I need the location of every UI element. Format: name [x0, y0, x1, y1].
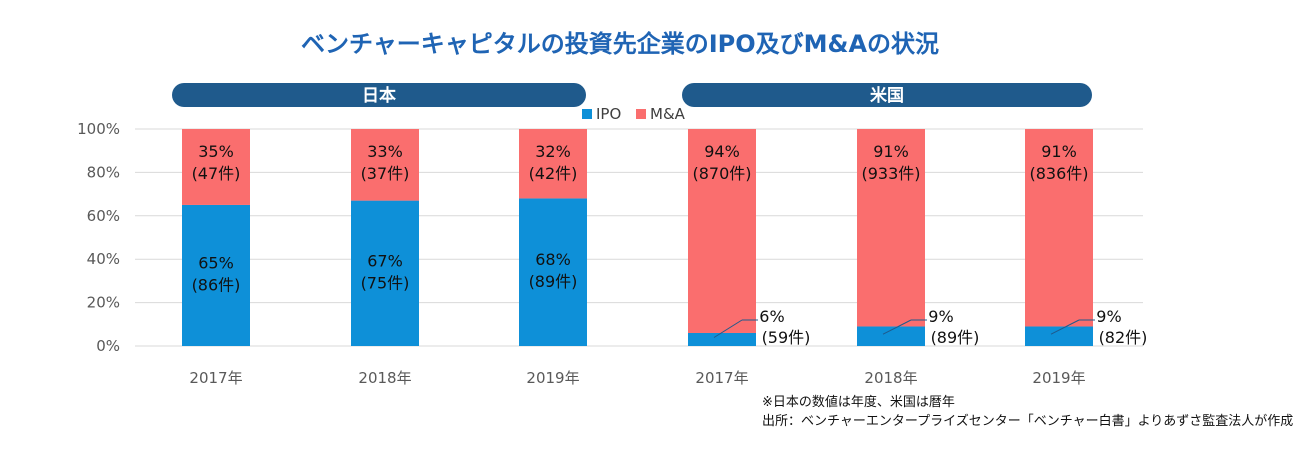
data-label-ma-count: (870件): [692, 164, 751, 183]
data-label-ma-count: (42件): [529, 164, 578, 183]
data-label-ipo-pct: 9%: [928, 307, 953, 326]
data-label-ipo-pct: 65%: [198, 253, 234, 272]
notes: ※日本の数値は年度、米国は暦年 出所：ベンチャーエンタープライズセンター「ベンチ…: [762, 394, 1293, 429]
data-label-ma-count: (836件): [1029, 164, 1088, 183]
data-label-ipo-pct: 6%: [759, 307, 784, 326]
bar-ipo: [688, 332, 756, 346]
x-tick-label: 2019年: [526, 369, 579, 387]
bar-ma: [1025, 129, 1093, 327]
group-label-us: 米国: [870, 85, 904, 106]
data-label-ma-pct: 33%: [367, 142, 403, 161]
data-label-ipo-count: (89件): [931, 328, 980, 347]
bar-ipo: [857, 326, 925, 346]
data-label-ma-pct: 35%: [198, 142, 234, 161]
x-tick-label: 2018年: [358, 369, 411, 387]
callout-leader: [882, 319, 912, 335]
data-label-ma-count: (47件): [192, 164, 241, 183]
note-source: 出所：ベンチャーエンタープライズセンター「ベンチャー白書」よりあずさ監査法人が作…: [762, 413, 1293, 429]
bar-ma: [857, 129, 925, 327]
x-axis-ticks: 2017年 2018年 2019年 2017年 2018年 2019年: [189, 369, 1085, 387]
group-banner-japan-bg: [172, 83, 586, 107]
data-label-ipo-count: (86件): [192, 275, 241, 294]
y-tick-label: 80%: [87, 163, 120, 181]
group-label-japan: 日本: [362, 85, 396, 106]
x-tick-label: 2017年: [189, 369, 242, 387]
bar-ma: [351, 129, 419, 201]
bar-ipo: [1025, 326, 1093, 346]
group-banner-japan: 日本: [172, 83, 586, 107]
y-axis-ticks: 0% 20% 40% 60% 80% 100%: [77, 120, 120, 355]
callout-leader: [1050, 319, 1080, 335]
callout-leader: [713, 319, 743, 338]
y-tick-label: 0%: [96, 337, 120, 355]
bar-ma: [688, 129, 756, 333]
data-label-ma-pct: 32%: [535, 142, 571, 161]
legend-swatch-ipo: [582, 109, 592, 119]
data-label-ma-pct: 91%: [873, 142, 909, 161]
data-labels: 35% (47件) 65% (86件) 33% (37件) 67% (75件) 32% (42件)…: [192, 142, 1148, 347]
data-label-ma-pct: 94%: [704, 142, 740, 161]
bar-ipo: [182, 204, 250, 346]
y-tick-label: 100%: [77, 120, 120, 138]
data-label-ipo-pct: 9%: [1096, 307, 1121, 326]
bar-ma: [519, 129, 587, 199]
y-tick-label: 60%: [87, 207, 120, 225]
data-label-ma-count: (933件): [861, 164, 920, 183]
chart-title: ベンチャーキャピタルの投資先企業のIPO及びM&Aの状況: [301, 30, 939, 58]
x-tick-label: 2019年: [1032, 369, 1085, 387]
data-label-ma-pct: 91%: [1041, 142, 1077, 161]
legend-label-ma: M&A: [650, 105, 686, 123]
group-banner-us: 米国: [682, 83, 1092, 107]
legend-swatch-ma: [636, 109, 646, 119]
legend-label-ipo: IPO: [596, 105, 621, 123]
x-tick-label: 2018年: [864, 369, 917, 387]
x-tick-label: 2017年: [695, 369, 748, 387]
data-label-ipo-count: (75件): [361, 273, 410, 292]
legend: IPO M&A: [582, 105, 686, 123]
data-label-ma-count: (37件): [361, 164, 410, 183]
bar-ipo: [351, 200, 419, 346]
gridlines: [135, 128, 1143, 347]
y-tick-label: 20%: [87, 294, 120, 312]
data-label-ipo-count: (59件): [762, 328, 811, 347]
note-fiscal-year: ※日本の数値は年度、米国は暦年: [762, 394, 955, 410]
group-banner-us-bg: [682, 83, 1092, 107]
data-label-ipo-count: (89件): [529, 272, 578, 291]
bar-ipo: [519, 198, 587, 346]
bar-ma: [182, 129, 250, 205]
bars: [182, 129, 1093, 346]
y-tick-label: 40%: [87, 250, 120, 268]
data-label-ipo-count: (82件): [1099, 328, 1148, 347]
data-label-ipo-pct: 68%: [535, 250, 571, 269]
data-label-ipo-pct: 67%: [367, 251, 403, 270]
